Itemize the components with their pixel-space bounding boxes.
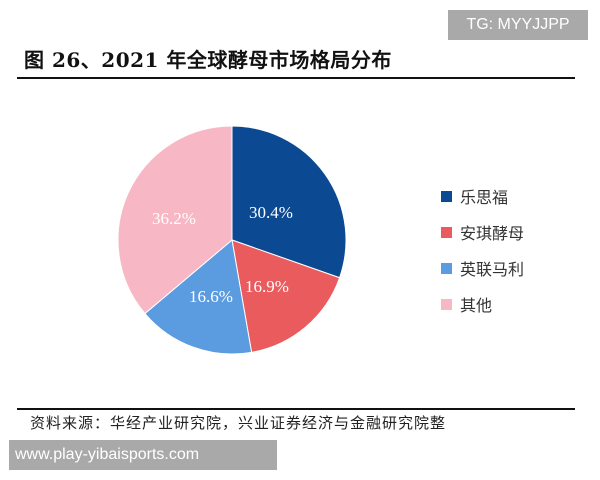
legend-swatch-0: [441, 190, 452, 202]
pie-chart: 30.4% 16.9% 16.6% 36.2%: [0, 80, 600, 400]
legend-swatch-1: [441, 226, 452, 238]
slice-label-0: 30.4%: [249, 203, 293, 222]
pie-slices: [117, 125, 347, 355]
top-rule-divider: [17, 77, 575, 79]
bottom-rule-divider: [17, 408, 575, 410]
chart-legend: 乐思福 安琪酵母 英联马利 其他: [441, 178, 524, 322]
chart-title: 图 26、2021 年全球酵母市场格局分布: [24, 48, 392, 72]
legend-item-angel: 安琪酵母: [441, 214, 524, 250]
watermark-url: www.play-yibaisports.com: [9, 440, 277, 470]
watermark-tg: TG: MYYJJPP: [448, 10, 588, 40]
pie-slice-3: [117, 125, 233, 315]
legend-label: 英联马利: [460, 260, 525, 279]
legend-label: 其他: [460, 296, 493, 315]
legend-swatch-3: [441, 298, 452, 310]
legend-label: 安琪酵母: [460, 224, 525, 243]
legend-label: 乐思福: [460, 188, 509, 207]
pie-svg: 30.4% 16.9% 16.6% 36.2%: [117, 125, 347, 355]
legend-item-lesaffre: 乐思福: [441, 178, 524, 214]
pie-slice-1: [231, 239, 341, 353]
pie-slice-2: [144, 239, 253, 355]
pie-slice-0: [231, 125, 347, 279]
slice-label-3: 36.2%: [152, 209, 196, 228]
source-note: 资料来源：华经产业研究院，兴业证券经济与金融研究院整: [30, 414, 447, 432]
legend-item-abmauri: 英联马利: [441, 250, 524, 286]
slice-label-2: 16.6%: [189, 287, 233, 306]
legend-swatch-2: [441, 262, 452, 274]
legend-item-other: 其他: [441, 286, 524, 322]
slice-label-1: 16.9%: [245, 277, 289, 296]
